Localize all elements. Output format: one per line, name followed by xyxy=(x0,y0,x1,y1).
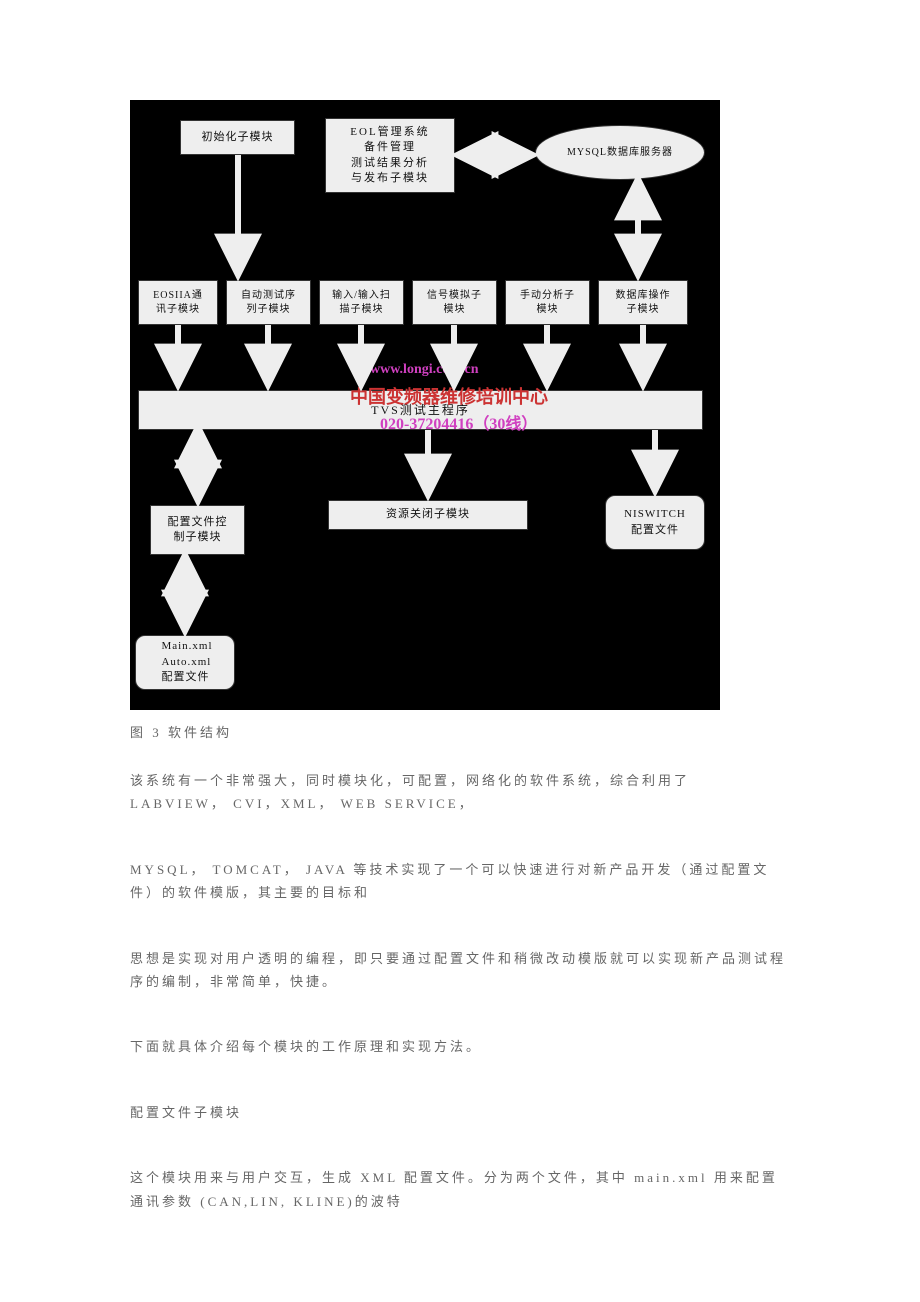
paragraph-4: 下面就具体介绍每个模块的工作原理和实现方法。 xyxy=(130,1035,790,1058)
node-manual: 手动分析子 模块 xyxy=(505,280,590,325)
node-xmlcfg: Main.xml Auto.xml 配置文件 xyxy=(135,635,235,690)
node-autotest-label: 自动测试序 列子模块 xyxy=(237,287,300,319)
node-cfgctrl: 配置文件控 制子模块 xyxy=(150,505,245,555)
node-tvs: TVS测试主程序 xyxy=(138,390,703,430)
node-eosiia-label: EOSIIA通 讯子模块 xyxy=(149,287,207,319)
node-init-label: 初始化子模块 xyxy=(198,128,278,147)
node-cfgctrl-label: 配置文件控 制子模块 xyxy=(164,513,232,548)
figure-caption: 图 3 软件结构 xyxy=(130,722,790,741)
node-dbop-label: 数据库操作 子模块 xyxy=(612,287,675,319)
node-ioscan-label: 输入/输入扫 描子模块 xyxy=(328,287,395,319)
paragraph-2: MYSQL， TOMCAT， JAVA 等技术实现了一个可以快速进行对新产品开发… xyxy=(130,858,790,905)
paragraph-1: 该系统有一个非常强大，同时模块化，可配置，网络化的软件系统，综合利用了 LABV… xyxy=(130,769,790,816)
paragraph-3: 思想是实现对用户透明的编程，即只要通过配置文件和稍微改动模版就可以实现新产品测试… xyxy=(130,947,790,994)
node-sigsim: 信号模拟子 模块 xyxy=(412,280,497,325)
node-niswitch: NISWITCH 配置文件 xyxy=(605,495,705,550)
node-init: 初始化子模块 xyxy=(180,120,295,155)
watermark-line1: www.longi.com.cn xyxy=(370,362,479,378)
node-ioscan: 输入/输入扫 描子模块 xyxy=(319,280,404,325)
watermark-line1-text: www.longi.com.cn xyxy=(370,362,479,377)
node-resclose: 资源关闭子模块 xyxy=(328,500,528,530)
node-manual-label: 手动分析子 模块 xyxy=(516,287,579,319)
node-sigsim-label: 信号模拟子 模块 xyxy=(423,287,486,319)
node-dbop: 数据库操作 子模块 xyxy=(598,280,688,325)
node-eosiia: EOSIIA通 讯子模块 xyxy=(138,280,218,325)
node-resclose-label: 资源关闭子模块 xyxy=(382,505,474,524)
paragraph-5: 配置文件子模块 xyxy=(130,1101,790,1124)
node-eol: EOL管理系统 备件管理 测试结果分析 与发布子模块 xyxy=(325,118,455,193)
node-mysql-label: MYSQL数据库服务器 xyxy=(563,144,677,162)
node-xmlcfg-label: Main.xml Auto.xml 配置文件 xyxy=(153,637,216,687)
node-autotest: 自动测试序 列子模块 xyxy=(226,280,311,325)
software-structure-diagram: 初始化子模块 EOL管理系统 备件管理 测试结果分析 与发布子模块 MYSQL数… xyxy=(130,100,720,710)
node-tvs-label: TVS测试主程序 xyxy=(367,400,474,421)
node-eol-label: EOL管理系统 备件管理 测试结果分析 与发布子模块 xyxy=(346,123,433,189)
node-mysql: MYSQL数据库服务器 xyxy=(535,125,705,180)
body-text: 该系统有一个非常强大，同时模块化，可配置，网络化的软件系统，综合利用了 LABV… xyxy=(130,769,790,1213)
paragraph-6: 这个模块用来与用户交互，生成 XML 配置文件。分为两个文件，其中 main.x… xyxy=(130,1166,790,1213)
node-niswitch-label: NISWITCH 配置文件 xyxy=(620,505,690,540)
